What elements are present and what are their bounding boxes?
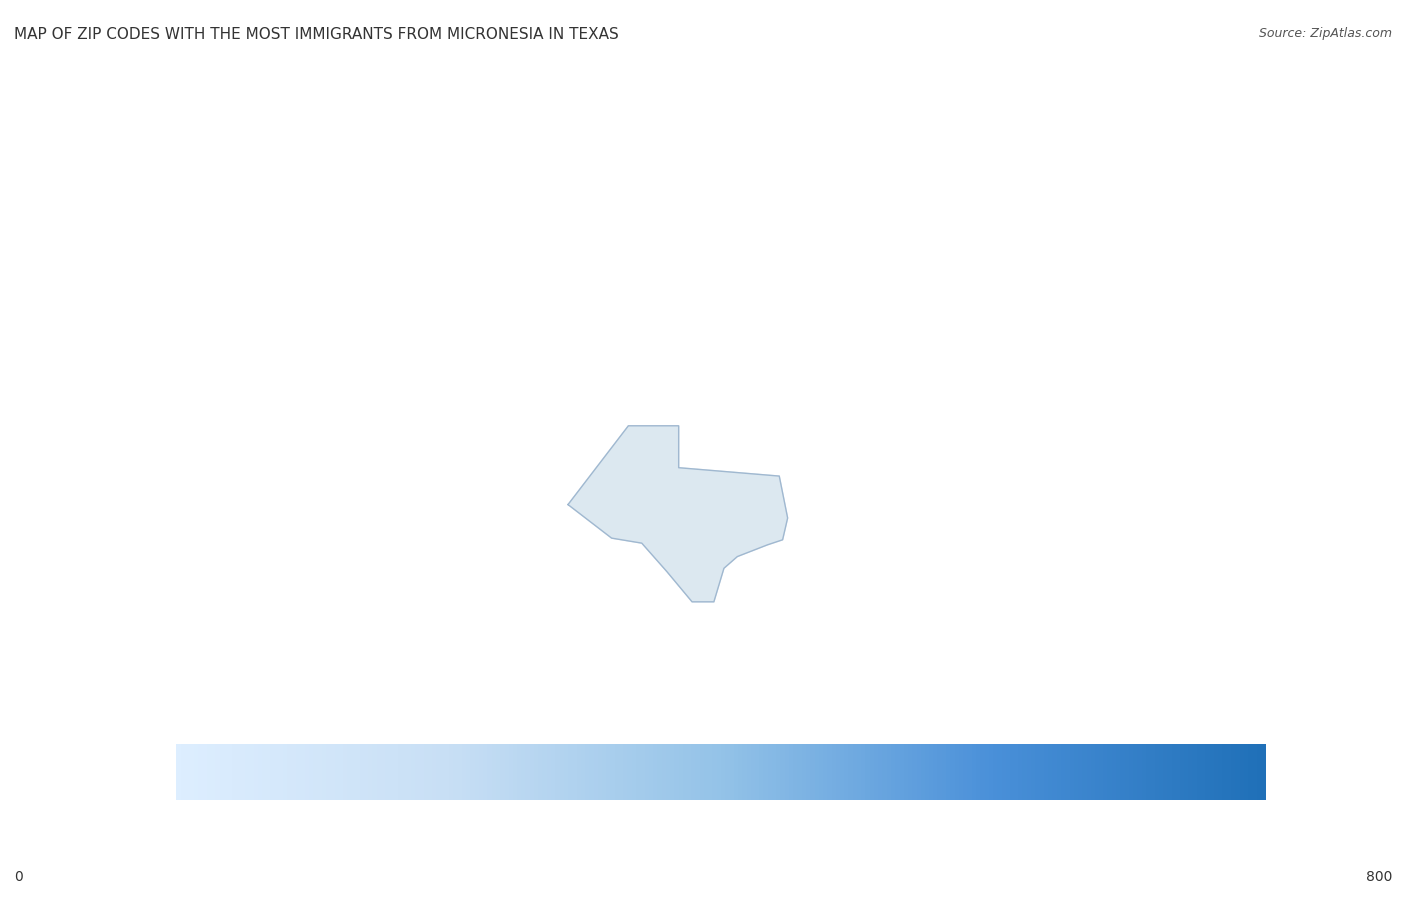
Text: 800: 800 <box>1365 869 1392 884</box>
Text: MAP OF ZIP CODES WITH THE MOST IMMIGRANTS FROM MICRONESIA IN TEXAS: MAP OF ZIP CODES WITH THE MOST IMMIGRANT… <box>14 27 619 42</box>
Polygon shape <box>568 426 787 601</box>
Text: Source: ZipAtlas.com: Source: ZipAtlas.com <box>1258 27 1392 40</box>
Text: 0: 0 <box>14 869 22 884</box>
